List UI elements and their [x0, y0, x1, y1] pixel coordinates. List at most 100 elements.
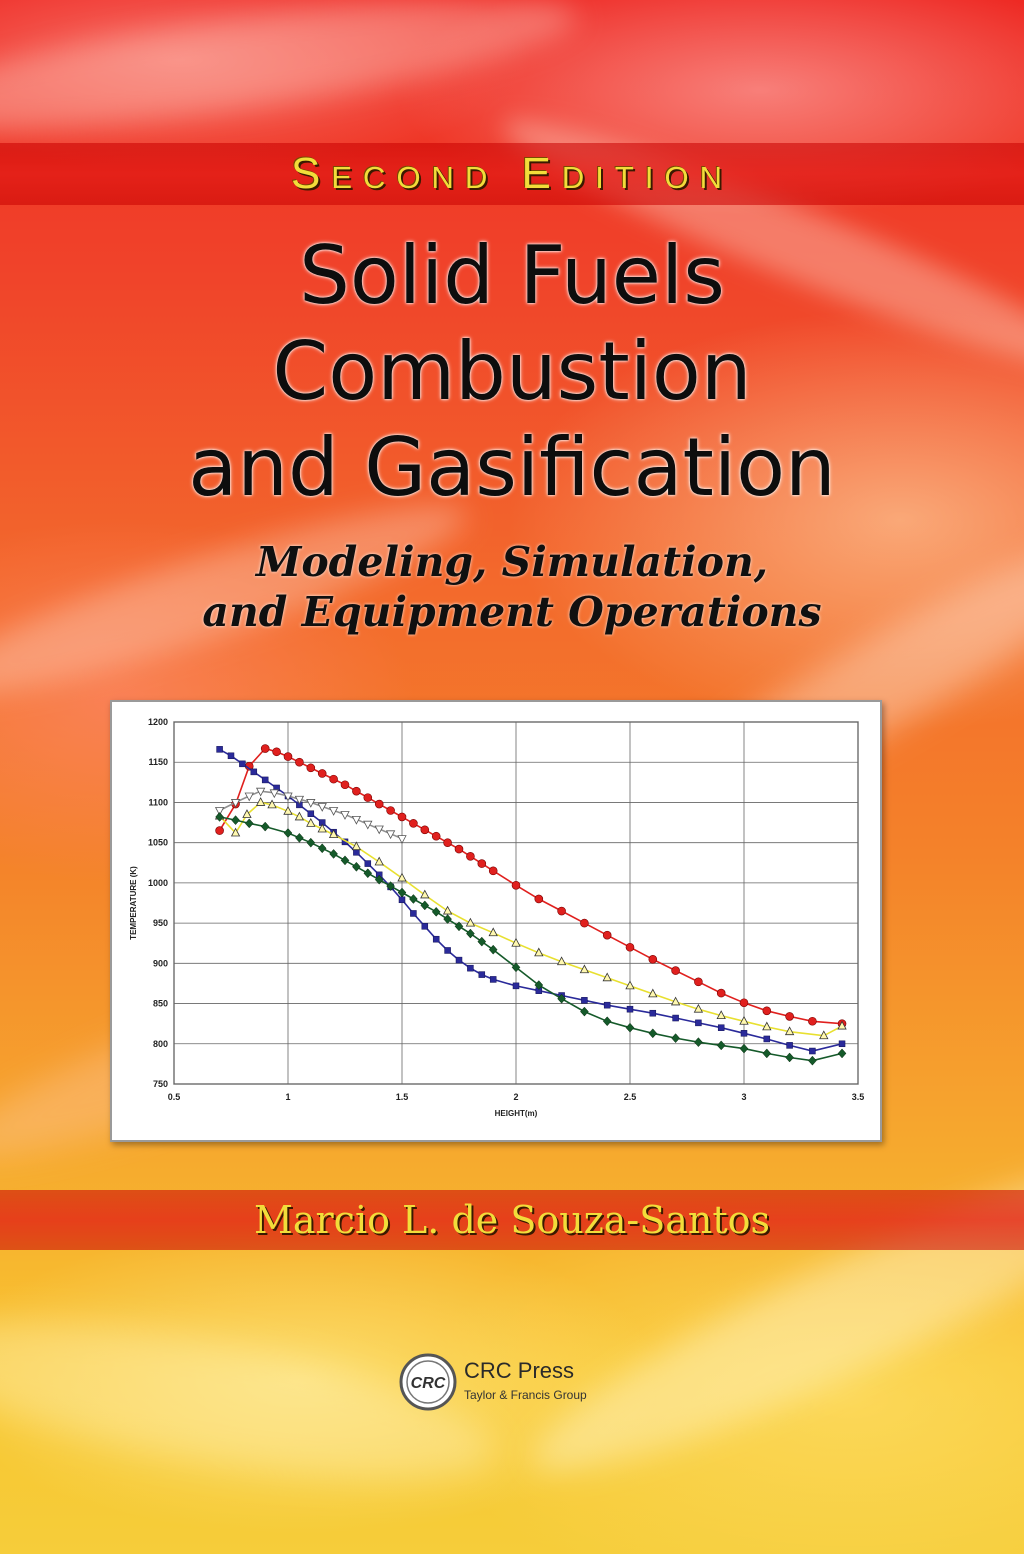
x-tick-label: 2.5	[624, 1092, 637, 1102]
data-point	[511, 881, 521, 890]
data-point	[306, 799, 316, 808]
series-line-2	[219, 748, 843, 1052]
data-point	[283, 805, 293, 815]
data-point	[250, 768, 258, 776]
data-point	[374, 874, 384, 885]
data-point	[267, 799, 277, 809]
data-point	[260, 744, 270, 753]
data-point	[625, 942, 635, 952]
data-point	[602, 972, 612, 982]
data-point	[603, 1001, 611, 1009]
data-point	[512, 982, 520, 990]
author-name: Marcio L. de Souza-Santos	[253, 1198, 771, 1242]
subtitle-line-2: and Equipment Operations	[202, 588, 822, 636]
data-point	[432, 935, 440, 943]
data-point	[819, 1030, 829, 1040]
data-point	[838, 1040, 846, 1048]
data-point	[837, 1048, 847, 1059]
data-point	[269, 789, 279, 799]
data-point	[488, 944, 498, 955]
data-point	[272, 747, 281, 757]
data-point	[763, 1035, 771, 1043]
data-point	[340, 811, 350, 820]
data-point	[340, 780, 350, 790]
data-point	[351, 841, 362, 851]
data-point	[762, 1021, 772, 1031]
data-point	[385, 830, 396, 840]
data-point	[786, 1042, 793, 1049]
y-tick-label: 900	[153, 958, 168, 968]
data-point	[410, 910, 417, 917]
data-point	[466, 852, 475, 861]
data-point	[785, 1052, 794, 1063]
y-axis-label: TEMPERATURE (K)	[129, 866, 138, 940]
data-point	[739, 998, 749, 1008]
data-point	[556, 956, 567, 966]
x-tick-label: 2	[513, 1092, 518, 1102]
crc-logo-text: CRC	[411, 1375, 446, 1392]
data-point	[397, 887, 407, 898]
author-band	[0, 1190, 1024, 1250]
data-point	[295, 832, 304, 843]
data-point	[467, 964, 474, 972]
data-point	[386, 806, 395, 815]
x-tick-label: 0.5	[168, 1092, 181, 1102]
data-point	[306, 763, 316, 773]
title-line-2: Combustion	[272, 325, 752, 418]
data-point	[740, 1030, 748, 1037]
data-point	[717, 1024, 725, 1031]
y-tick-label: 1150	[148, 757, 168, 767]
data-point	[466, 928, 475, 939]
data-point	[397, 835, 407, 844]
data-point	[648, 988, 658, 998]
data-point	[374, 825, 384, 835]
data-point	[420, 900, 430, 911]
data-point	[261, 776, 269, 784]
data-point	[784, 1026, 795, 1036]
data-point	[329, 849, 338, 859]
x-axis-label: HEIGHT(m)	[495, 1109, 538, 1118]
data-point	[581, 997, 588, 1004]
data-point	[255, 787, 266, 797]
data-point	[283, 752, 293, 761]
data-point	[649, 1009, 657, 1017]
data-point	[739, 1043, 749, 1054]
data-point	[580, 1006, 589, 1017]
data-point	[443, 838, 452, 847]
data-point	[785, 1012, 794, 1021]
y-tick-label: 850	[153, 999, 168, 1009]
data-point	[397, 812, 407, 822]
data-point	[739, 1015, 749, 1025]
data-point	[455, 956, 463, 964]
data-point	[364, 860, 372, 867]
data-point	[478, 971, 486, 978]
data-point	[465, 917, 476, 927]
data-point	[283, 828, 293, 838]
data-point	[442, 905, 453, 915]
data-point	[477, 859, 487, 868]
data-point	[255, 797, 266, 806]
data-point	[317, 823, 327, 833]
data-point	[534, 894, 544, 904]
cover-chart: 0.5 1 1.5 2 2.5 3 3.5 750 800 850 900 950 1000 1050 11…	[110, 700, 882, 1142]
data-point	[511, 962, 521, 973]
y-tick-label: 1050	[148, 838, 168, 848]
data-point	[694, 977, 703, 987]
data-point	[230, 827, 241, 837]
data-point	[242, 809, 252, 818]
edition-label: Second Edition	[291, 149, 733, 198]
data-point	[431, 831, 441, 841]
data-point	[227, 752, 235, 760]
data-point	[306, 818, 316, 827]
title-line-3: and Gasification	[188, 421, 836, 514]
data-point	[239, 760, 246, 768]
data-point	[837, 1020, 847, 1030]
data-point	[409, 819, 418, 828]
data-point	[716, 988, 726, 998]
data-point	[317, 769, 327, 778]
title-line-1: Solid Fuels	[299, 229, 725, 322]
data-point	[444, 947, 451, 954]
data-point	[762, 1048, 772, 1059]
data-point	[670, 996, 681, 1006]
data-point	[409, 894, 418, 904]
